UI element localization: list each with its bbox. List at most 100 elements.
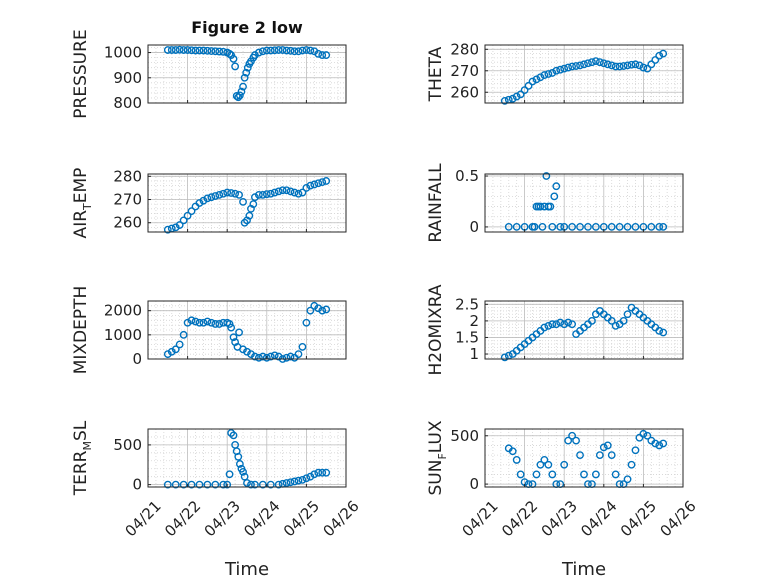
data-point [314, 468, 323, 477]
data-markers [500, 49, 668, 105]
data-point [227, 189, 236, 197]
y-tick-label: 260 [450, 83, 479, 101]
axes-box [147, 428, 347, 488]
data-point [239, 197, 247, 206]
subplot-3: 260 270 280 AIRTEMP [71, 167, 347, 238]
data-point [240, 218, 249, 227]
data-point [274, 352, 283, 361]
data-point [235, 328, 243, 337]
data-point [635, 61, 644, 70]
data-point [251, 193, 259, 202]
x-tick-label: 04/22 [498, 497, 541, 540]
data-point [234, 452, 243, 461]
data-point [229, 431, 238, 440]
data-point [651, 56, 660, 64]
data-point [532, 470, 541, 479]
x-tick-label: 04/26 [656, 497, 699, 540]
data-point [175, 45, 184, 54]
y-tick-label: 500 [113, 436, 142, 454]
data-point [203, 480, 212, 489]
y-axis-label: TERRMSL [71, 420, 94, 496]
data-point [655, 441, 664, 450]
data-point [659, 223, 668, 231]
axes-box [484, 44, 684, 104]
data-point [282, 479, 291, 487]
data-point [225, 49, 234, 58]
axes-box [147, 300, 347, 360]
data-point [251, 480, 259, 489]
data-point [243, 63, 252, 72]
data-point [225, 320, 234, 328]
data-point [290, 188, 299, 197]
data-point [627, 460, 636, 469]
data-point [580, 470, 588, 479]
data-point [560, 64, 569, 73]
data-point [207, 318, 216, 327]
data-point [655, 326, 664, 335]
data-point [234, 93, 243, 102]
data-point [322, 468, 331, 477]
data-point [607, 223, 616, 231]
data-point [245, 211, 254, 220]
data-point [322, 177, 331, 185]
data-point [235, 460, 244, 468]
data-point [286, 46, 295, 55]
y-tick-label: 0 [132, 350, 142, 368]
data-point [254, 48, 263, 57]
y-tick-label: 2.5 [455, 295, 479, 313]
y-tick-label: 2 [469, 312, 479, 330]
data-point [588, 58, 596, 67]
data-point [240, 472, 249, 481]
data-point [199, 318, 208, 327]
data-point [187, 207, 196, 216]
data-point [318, 178, 327, 187]
y-axis-label-part: RAINFALL [426, 163, 446, 243]
data-point [167, 46, 176, 54]
y-axis-label: RAINFALL [426, 163, 446, 243]
data-point [235, 91, 244, 100]
data-point [318, 306, 327, 315]
data-point [310, 180, 319, 189]
data-markers [504, 172, 668, 231]
data-point [546, 202, 555, 211]
data-point [219, 189, 228, 198]
data-point [615, 223, 624, 231]
data-point [556, 318, 565, 327]
x-axis-label: Time [224, 559, 269, 580]
major-grid [484, 429, 684, 487]
data-point [322, 305, 331, 314]
data-point [266, 189, 275, 198]
data-point [240, 73, 249, 82]
data-point [183, 46, 192, 54]
data-point [538, 223, 547, 231]
data-point [322, 51, 331, 59]
data-point [195, 480, 204, 489]
data-point [294, 47, 303, 56]
data-point [239, 82, 247, 91]
data-point [548, 69, 557, 77]
y-axis-label: MIXDEPTH [71, 286, 91, 375]
y-tick-label: 0 [132, 476, 142, 494]
data-point [231, 62, 240, 71]
data-point [171, 345, 180, 354]
data-point [266, 480, 275, 489]
x-tick-label: 04/23 [538, 497, 581, 540]
data-point [564, 436, 573, 445]
data-point [655, 223, 664, 231]
y-axis-label-part: T [81, 203, 94, 211]
data-point [207, 47, 216, 55]
data-point [542, 172, 551, 180]
data-point [163, 225, 172, 234]
data-point [540, 323, 549, 332]
data-point [262, 190, 271, 199]
data-point [211, 47, 220, 56]
data-point [576, 451, 584, 459]
data-point [215, 47, 224, 56]
data-point [619, 62, 628, 70]
y-axis-label-part: TERR [71, 450, 91, 496]
data-point [627, 60, 636, 69]
data-point [568, 62, 577, 71]
data-point [552, 66, 561, 75]
data-point [171, 223, 180, 232]
